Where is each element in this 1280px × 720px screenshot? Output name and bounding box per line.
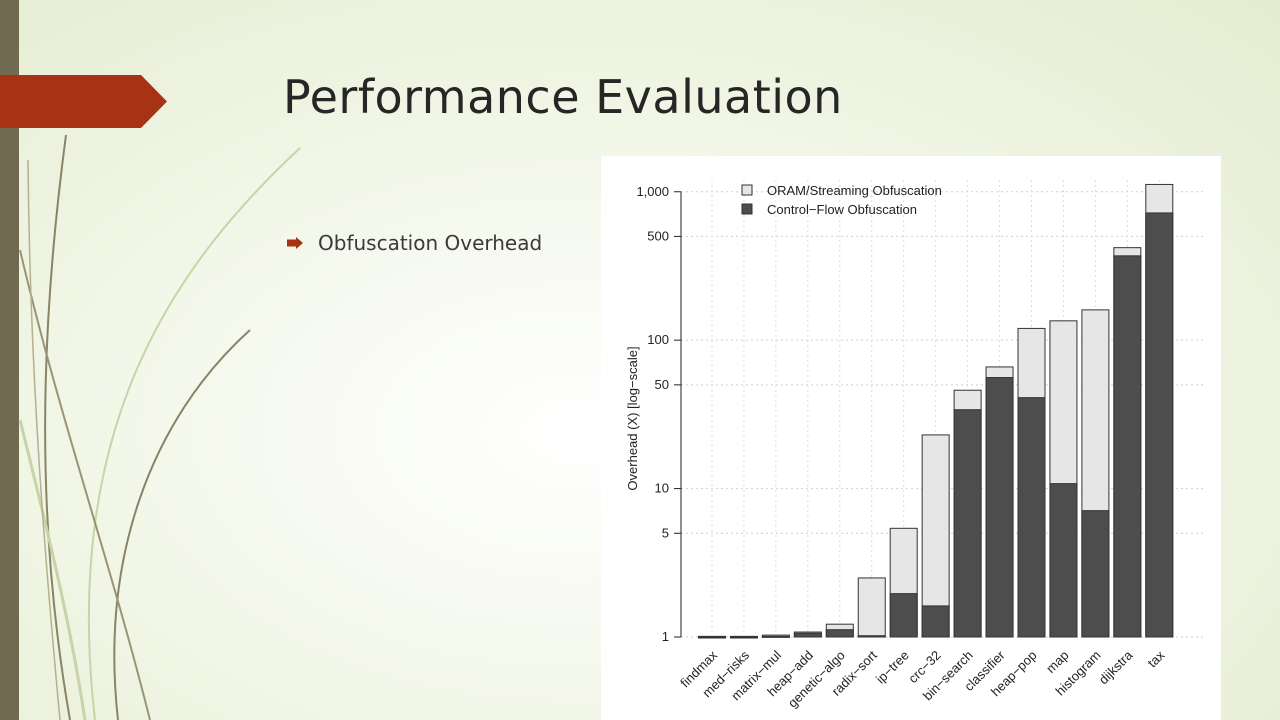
bar-oram-5 [857,577,886,638]
chart-y-axis: 1 5 10 50 100 500 1,000 [636,184,682,644]
page-title: Performance Evaluation [283,70,843,124]
chart-legend: ORAM/Streaming Obfuscation Control−Flow … [741,183,942,217]
bullet-text: Obfuscation Overhead [318,231,543,255]
decorative-swoosh-lines [18,134,301,720]
bar-control-flow-9 [985,377,1014,638]
bullet-item: Obfuscation Overhead [287,231,542,255]
chart-bars [698,183,1174,639]
x-tick-label: tax [1145,647,1168,670]
title-accent-tab [0,75,167,128]
y-tick-label: 100 [647,332,669,347]
left-accent-bar [0,0,19,720]
x-tick-label: dijkstra [1096,647,1136,687]
legend-label-control-flow: Control−Flow Obfuscation [767,202,917,217]
legend-swatch-control-flow [741,203,753,215]
y-tick-label: 5 [662,525,669,540]
x-tick-label: map [1043,648,1071,676]
bar-control-flow-1 [729,636,758,639]
y-tick-label: 50 [655,377,669,392]
bar-control-flow-14 [1145,212,1174,638]
y-axis-label: Overhead (X) [log−scale] [625,346,640,490]
y-tick-label: 1 [662,629,669,644]
legend-label-oram: ORAM/Streaming Obfuscation [767,183,942,198]
legend-swatch-oram [741,184,753,196]
bar-control-flow-13 [1113,255,1142,638]
bar-oram-7 [921,434,950,638]
bar-control-flow-10 [1017,397,1046,638]
bar-control-flow-2 [761,635,790,638]
bar-control-flow-0 [698,636,726,639]
bar-control-flow-4 [825,629,854,638]
arrow-bullet-icon [287,237,303,249]
bar-control-flow-5 [857,635,886,638]
bar-control-flow-11 [1049,483,1078,638]
bar-control-flow-7 [921,605,950,638]
bar-control-flow-6 [889,593,918,638]
bar-control-flow-12 [1081,510,1110,638]
bar-control-flow-8 [953,409,982,638]
y-tick-label: 1,000 [636,184,669,199]
chart-panel: 1 5 10 50 100 500 1,000 findmax med−risks matrix… [601,156,1221,720]
x-tick-label: ip−tree [873,648,912,687]
bar-control-flow-3 [793,632,822,638]
y-tick-label: 500 [647,228,669,243]
chart-x-axis-labels: findmaxmed−risksmatrix−mulheap−addgeneti… [677,647,1167,711]
y-tick-label: 10 [655,481,669,496]
overhead-bar-chart: 1 5 10 50 100 500 1,000 findmaxmed−risksmatrix… [625,180,1203,711]
